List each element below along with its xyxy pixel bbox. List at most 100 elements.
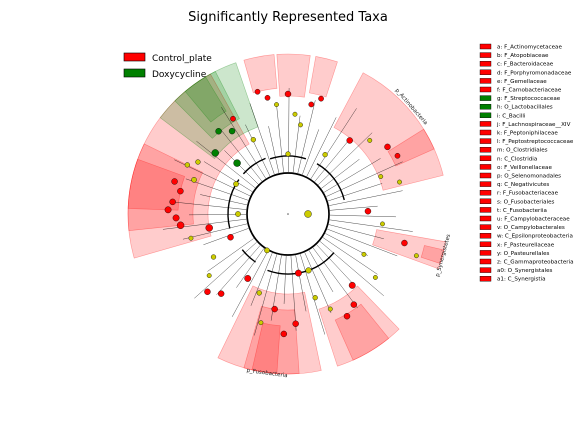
branch-line: [306, 117, 337, 177]
clade-highlight-sector: [276, 53, 311, 98]
branch-line: [254, 254, 277, 336]
key-label: l: F_Peptostreptococcaceae: [497, 139, 574, 145]
taxon-node: [228, 127, 236, 135]
taxon-node: [227, 234, 234, 241]
clade-highlight-sector: [420, 245, 445, 264]
key-label: n: C_Clostridia: [497, 156, 537, 162]
taxon-node: [169, 198, 176, 206]
taxon-node: [172, 214, 180, 222]
taxon-node: [361, 251, 367, 257]
key-label: v: O_Campylobacterales: [497, 225, 565, 231]
branch-arc: [242, 157, 266, 175]
taxon-node: [367, 137, 373, 143]
taxon-node: [184, 162, 190, 168]
key-label: s: O_Fusobacteriales: [497, 199, 555, 205]
legend-label-control: Control_plate: [152, 54, 212, 64]
branch-line: [297, 100, 316, 174]
branch-line: [245, 124, 271, 177]
taxon-node: [343, 312, 351, 320]
taxon-node: [380, 221, 385, 227]
taxon-node: [195, 159, 201, 165]
taxon-node: [280, 330, 288, 338]
taxon-node: [250, 137, 256, 143]
key-swatch: [479, 250, 492, 256]
key-label: c: F_Bacteroidaceae: [497, 62, 554, 68]
taxon-node: [258, 320, 264, 326]
taxon-node: [164, 206, 172, 214]
taxon-node: [233, 159, 241, 167]
key-swatch: [479, 241, 492, 248]
branch-line: [316, 244, 356, 287]
branch-line: [322, 237, 378, 275]
taxon-node: [350, 301, 358, 308]
key-swatch: [479, 189, 492, 196]
taxon-node: [215, 128, 222, 135]
legend-swatch-doxycycline: [123, 68, 146, 78]
key-label: p: O_Selenomonadales: [497, 174, 561, 180]
chart-title: Significantly Represented Taxa: [188, 10, 388, 25]
taxon-node: [235, 211, 241, 217]
taxon-node: [384, 143, 391, 151]
key-swatch: [479, 155, 492, 162]
taxon-node: [394, 152, 401, 159]
branch-line: [326, 161, 403, 197]
key-swatch: [479, 164, 492, 170]
key-swatch: [479, 215, 492, 222]
key-swatch: [479, 138, 492, 144]
key-label: b: F_Atopobiaceae: [497, 53, 549, 59]
branch-line: [221, 107, 266, 179]
key-label: t: C_Fusobacteriia: [497, 208, 547, 214]
key-label: i: C_Bacilli: [497, 113, 526, 119]
key-swatch: [479, 232, 492, 239]
key-swatch: [479, 103, 492, 110]
branch-line: [196, 141, 256, 188]
legend-swatch-control: [123, 52, 146, 62]
branch-line: [203, 228, 249, 245]
branch-line: [276, 106, 284, 173]
taxon-node: [204, 288, 211, 296]
key-label: w: C_Epsilonproteobacteria: [497, 234, 573, 240]
key-label: a0: O_Synergistales: [497, 268, 553, 274]
branch-line: [329, 214, 396, 218]
taxon-node: [378, 174, 384, 179]
branch-line: [207, 238, 254, 272]
taxon-node: [318, 95, 324, 102]
clade-highlight-sector: [318, 285, 400, 367]
key-label: q: C_Negativicutes: [497, 182, 549, 188]
legend-label-doxycycline: Doxycycline: [152, 70, 207, 80]
taxa-key-list: a: F_Actinomycetaceae b: F_Atopobiaceae c:…: [479, 43, 574, 283]
clade-highlight-sector: [159, 62, 259, 160]
branch-line: [250, 252, 273, 306]
branch-line: [321, 159, 360, 189]
key-swatch: [479, 112, 492, 119]
branch-line: [329, 190, 403, 206]
key-label: k: F_Peptoniphilaceae: [497, 131, 558, 137]
taxon-node: [304, 210, 312, 218]
branch-arc: [267, 252, 335, 275]
taxon-node: [292, 320, 299, 327]
taxon-node: [397, 179, 402, 185]
branch-line: [232, 250, 269, 317]
branch-line: [302, 129, 319, 175]
taxon-node: [312, 295, 318, 301]
taxon-node: [295, 269, 302, 277]
branch-line: [216, 245, 261, 296]
key-label: g: F_Streptococcaceae: [497, 96, 561, 102]
clade-highlight-sector: [184, 76, 227, 123]
branch-line: [328, 224, 384, 239]
branch-line: [224, 150, 259, 185]
taxon-node: [285, 151, 291, 157]
branch-line: [319, 241, 384, 296]
root-ring: [246, 172, 330, 256]
branch-line: [314, 137, 352, 182]
clade-highlight-sector: [309, 56, 338, 98]
key-label: a: F_Actinomycetaceae: [497, 45, 562, 51]
taxon-node: [191, 176, 197, 183]
taxon-node: [401, 239, 408, 247]
key-label: e: F_Gemellaceae: [497, 79, 547, 85]
taxon-node: [205, 224, 213, 232]
taxon-node: [233, 181, 239, 187]
branch-line: [310, 108, 357, 179]
key-swatch: [479, 207, 492, 213]
